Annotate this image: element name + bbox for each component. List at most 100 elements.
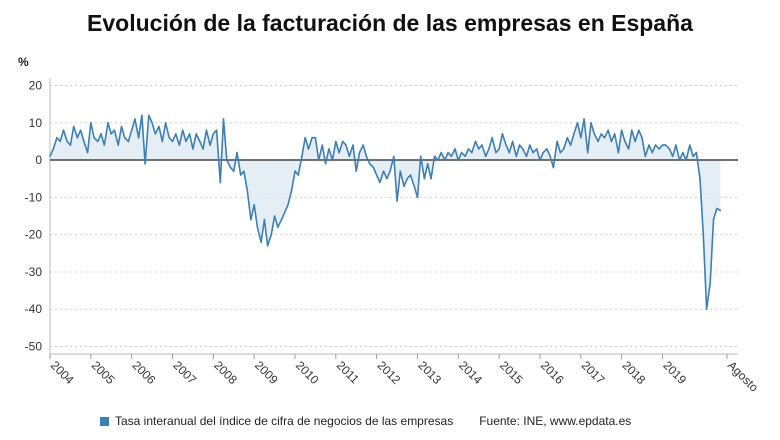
data-point [263, 218, 266, 221]
data-point [419, 155, 422, 158]
data-point [447, 151, 449, 154]
data-point [535, 148, 538, 150]
data-point [661, 144, 664, 146]
data-point [294, 170, 296, 172]
data-point [110, 133, 112, 135]
data-point [682, 151, 684, 154]
data-point [695, 151, 698, 154]
data-point [685, 159, 687, 161]
data-point [253, 204, 255, 206]
data-point [719, 209, 722, 212]
data-point [273, 215, 276, 217]
data-point [103, 144, 106, 146]
data-point [246, 189, 248, 191]
data-point [495, 151, 497, 154]
data-point [464, 155, 467, 158]
data-point [525, 155, 528, 158]
data-point [627, 148, 630, 150]
data-point [539, 159, 541, 161]
data-point [76, 136, 79, 139]
data-point [232, 170, 235, 172]
data-point [467, 148, 470, 150]
data-point [613, 133, 616, 135]
x-tick-label: Agosto [725, 358, 762, 395]
data-point [712, 218, 715, 221]
data-point [556, 140, 558, 143]
data-point [675, 144, 677, 146]
data-point [620, 129, 623, 131]
data-point [311, 136, 313, 139]
data-point [597, 140, 599, 143]
y-tick-label: -30 [25, 265, 43, 279]
data-point [335, 140, 337, 143]
data-point [301, 155, 303, 158]
data-point [151, 122, 153, 124]
y-tick-label: 10 [29, 116, 43, 130]
data-point [484, 155, 487, 158]
data-point [600, 133, 602, 135]
data-point [195, 133, 197, 135]
data-point [287, 204, 289, 206]
data-point [488, 148, 490, 150]
data-point [62, 129, 65, 131]
y-tick-label: 0 [35, 153, 42, 167]
data-point [692, 155, 694, 158]
data-point [49, 155, 51, 158]
data-point [83, 140, 85, 143]
data-point [678, 159, 681, 161]
data-point [148, 114, 150, 117]
data-point [573, 133, 575, 135]
data-point [481, 144, 483, 146]
data-point [634, 140, 636, 143]
data-point [181, 129, 184, 131]
data-point [474, 140, 477, 143]
data-point [403, 185, 405, 187]
data-point [413, 185, 416, 187]
data-point [542, 151, 544, 154]
data-point [590, 122, 592, 124]
x-tick-label: 2018 [620, 358, 649, 387]
data-point [199, 140, 201, 143]
data-point [641, 136, 643, 139]
data-point [375, 174, 378, 176]
data-point [222, 118, 225, 120]
data-point [137, 136, 140, 139]
data-point [546, 148, 548, 150]
data-point [648, 144, 650, 146]
data-point [192, 148, 194, 150]
data-point [603, 136, 606, 139]
legend-label: Tasa interanual del índice de cifra de n… [115, 414, 454, 428]
y-tick-label: 20 [29, 78, 43, 92]
data-point [226, 159, 228, 161]
data-point [624, 140, 626, 143]
data-point [120, 125, 123, 128]
data-point [178, 144, 181, 146]
data-point [90, 122, 92, 124]
data-point [610, 140, 613, 143]
data-point [505, 144, 507, 146]
data-point [389, 170, 391, 172]
data-point [664, 144, 667, 146]
source-label: Fuente: INE, www.epdata.es [479, 414, 632, 428]
data-point [113, 129, 116, 131]
data-point [705, 308, 708, 311]
data-point [171, 140, 174, 143]
x-tick-label: 2014 [456, 358, 485, 387]
data-point [202, 148, 204, 150]
data-point [430, 177, 432, 180]
x-tick-label: 2009 [252, 358, 281, 387]
data-point [498, 148, 500, 150]
data-point [654, 144, 657, 146]
data-point [219, 181, 222, 184]
x-tick-label: 2006 [130, 358, 159, 387]
data-point [348, 155, 351, 158]
data-point [328, 148, 330, 150]
data-point [79, 129, 82, 131]
data-point [511, 140, 514, 143]
data-point [280, 218, 283, 221]
data-point [52, 148, 55, 150]
data-point [372, 166, 375, 169]
data-point [304, 136, 307, 139]
data-point [161, 140, 164, 143]
